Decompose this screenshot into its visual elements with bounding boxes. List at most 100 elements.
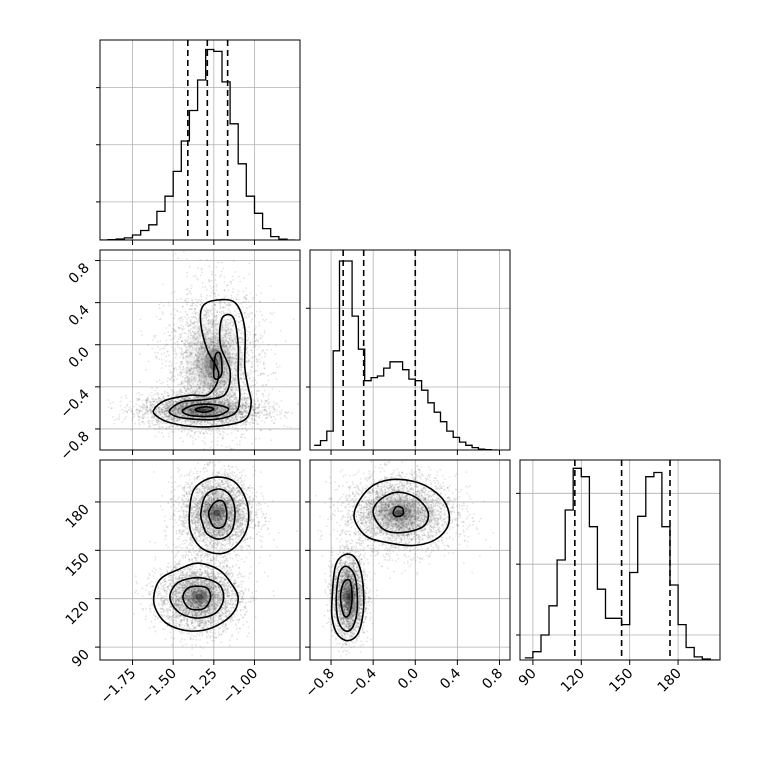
sample-point xyxy=(175,420,178,422)
sample-point xyxy=(145,401,148,404)
sample-point xyxy=(179,366,182,369)
sample-point xyxy=(226,418,228,421)
sample-point xyxy=(154,334,157,337)
sample-point xyxy=(181,403,184,406)
sample-point xyxy=(207,412,210,415)
sample-point xyxy=(230,410,233,413)
sample-point xyxy=(188,397,190,400)
sample-point xyxy=(246,420,249,423)
sample-point xyxy=(243,397,246,399)
sample-point xyxy=(158,379,161,381)
sample-point xyxy=(93,400,95,402)
sample-point xyxy=(199,409,202,411)
sample-point xyxy=(251,417,254,420)
sample-point xyxy=(171,403,174,406)
sample-point xyxy=(231,291,234,294)
sample-point xyxy=(260,292,262,295)
sample-point xyxy=(253,418,256,420)
sample-point xyxy=(177,408,180,411)
sample-point xyxy=(217,294,220,296)
sample-point xyxy=(155,412,158,415)
sample-point xyxy=(147,422,150,424)
sample-point xyxy=(142,421,145,424)
sample-point xyxy=(192,275,195,278)
sample-point xyxy=(184,398,186,401)
sample-point xyxy=(157,419,160,421)
sample-point xyxy=(158,397,161,400)
sample-point xyxy=(243,421,245,424)
sample-point xyxy=(180,405,183,408)
sample-point xyxy=(216,427,219,430)
sample-point xyxy=(160,393,163,396)
sample-point xyxy=(123,418,126,421)
sample-point xyxy=(157,397,160,400)
sample-point xyxy=(253,408,256,411)
sample-point xyxy=(198,298,201,301)
sample-point xyxy=(202,401,205,404)
sample-point xyxy=(235,416,238,418)
sample-point xyxy=(192,412,195,415)
sample-point xyxy=(224,413,227,416)
sample-point xyxy=(206,422,209,424)
sample-point xyxy=(221,406,224,409)
sample-point xyxy=(219,390,222,393)
sample-point xyxy=(234,394,237,396)
sample-point xyxy=(188,429,190,432)
sample-point xyxy=(171,410,174,413)
sample-point xyxy=(194,413,196,416)
sample-point xyxy=(240,320,242,322)
sample-point xyxy=(186,398,188,401)
sample-point xyxy=(141,399,144,402)
sample-point xyxy=(191,406,194,408)
sample-point xyxy=(186,403,189,405)
sample-point xyxy=(231,275,234,278)
sample-point xyxy=(204,409,206,411)
sample-point xyxy=(271,419,273,422)
sample-point xyxy=(167,408,170,410)
sample-point xyxy=(168,418,171,421)
sample-point xyxy=(214,400,217,403)
sample-point xyxy=(192,413,195,416)
sample-point xyxy=(166,402,169,405)
sample-point xyxy=(138,408,141,410)
sample-point xyxy=(151,422,154,425)
sample-point xyxy=(166,350,169,352)
sample-point xyxy=(181,403,184,406)
sample-point xyxy=(133,413,136,416)
sample-point xyxy=(205,412,207,415)
sample-point xyxy=(217,407,220,409)
sample-point xyxy=(194,412,197,414)
sample-point xyxy=(248,397,251,400)
sample-point xyxy=(143,423,146,425)
sample-point xyxy=(250,361,253,363)
sample-point xyxy=(173,417,176,420)
sample-point xyxy=(190,430,193,433)
sample-point xyxy=(227,411,230,414)
sample-point xyxy=(214,409,216,412)
sample-point xyxy=(240,397,243,400)
sample-point xyxy=(206,400,209,403)
sample-point xyxy=(189,407,192,410)
sample-point xyxy=(152,397,155,400)
sample-point xyxy=(227,418,230,421)
sample-point xyxy=(230,410,233,413)
sample-point xyxy=(172,327,174,330)
sample-point xyxy=(183,420,186,422)
sample-point xyxy=(263,331,266,334)
sample-point xyxy=(181,402,184,405)
sample-point xyxy=(173,412,175,415)
sample-point xyxy=(197,419,200,422)
sample-point xyxy=(172,425,174,428)
sample-point xyxy=(140,409,143,412)
sample-point xyxy=(137,419,140,422)
sample-point xyxy=(164,409,167,412)
sample-point xyxy=(163,398,166,401)
sample-point xyxy=(228,401,230,404)
sample-point xyxy=(205,312,207,315)
sample-point xyxy=(189,290,191,292)
sample-point xyxy=(244,396,246,399)
sample-point xyxy=(176,346,179,348)
sample-point xyxy=(222,409,225,411)
sample-point xyxy=(173,367,176,370)
sample-point xyxy=(212,410,215,413)
